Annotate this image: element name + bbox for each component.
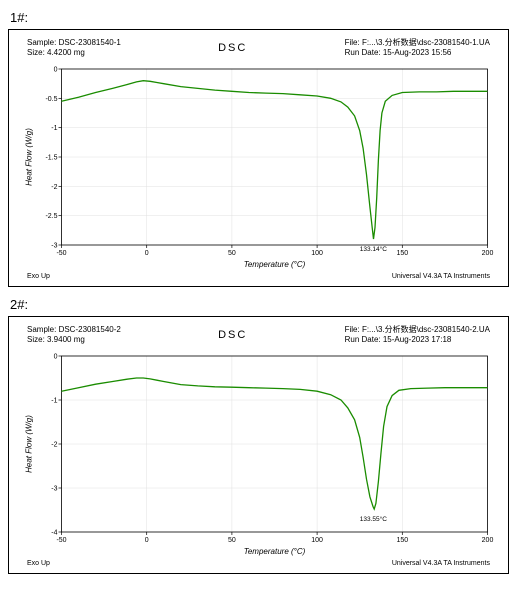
svg-text:-2.5: -2.5 xyxy=(45,213,57,220)
svg-text:-3: -3 xyxy=(51,485,57,492)
file-text: File: F:...\3.分析数据\dsc-23081540-1.UA xyxy=(345,38,490,48)
plot-area: -50 0 50 100 150 200 -4 -3 -2 -1 0 Temperature (°C)… xyxy=(17,350,500,558)
svg-text:0: 0 xyxy=(145,250,149,257)
meta-right: File: F:...\3.分析数据\dsc-23081540-1.UA Run… xyxy=(345,38,490,59)
svg-text:-3: -3 xyxy=(51,242,57,249)
svg-text:0: 0 xyxy=(54,353,58,360)
chart-frame: Sample: DSC-23081540-1 Size: 4.4200 mg D… xyxy=(8,29,509,287)
chart-footer: Exo Up Universal V4.3A TA Instruments xyxy=(17,560,500,569)
meta-left: Sample: DSC-23081540-2 Size: 3.9400 mg xyxy=(27,325,121,346)
dsc-chart-svg: -50 0 50 100 150 200 -3 -2.5 -2 -1.5 -1 -0.5 0 Temper… xyxy=(17,63,500,271)
size-text: Size: 4.4200 mg xyxy=(27,48,121,58)
svg-text:150: 150 xyxy=(396,250,408,257)
section-label: 1#: xyxy=(10,10,509,25)
svg-text:-50: -50 xyxy=(56,537,66,544)
chart-meta: Sample: DSC-23081540-1 Size: 4.4200 mg D… xyxy=(17,38,500,59)
sample-text: Sample: DSC-23081540-2 xyxy=(27,325,121,335)
svg-text:-1: -1 xyxy=(51,397,57,404)
svg-text:50: 50 xyxy=(228,250,236,257)
chart-frame: Sample: DSC-23081540-2 Size: 3.9400 mg D… xyxy=(8,316,509,574)
svg-text:0: 0 xyxy=(145,537,149,544)
svg-text:150: 150 xyxy=(396,537,408,544)
plot-area: -50 0 50 100 150 200 -3 -2.5 -2 -1.5 -1 -0.5 0 Temper… xyxy=(17,63,500,271)
meta-left: Sample: DSC-23081540-1 Size: 4.4200 mg xyxy=(27,38,121,59)
svg-text:-50: -50 xyxy=(56,250,66,257)
svg-text:Temperature (°C): Temperature (°C) xyxy=(244,547,306,556)
svg-text:-1.5: -1.5 xyxy=(45,154,57,161)
chart-title: DSC xyxy=(218,329,247,341)
svg-text:Heat Flow (W/g): Heat Flow (W/g) xyxy=(25,128,34,186)
section-label: 2#: xyxy=(10,297,509,312)
sample-text: Sample: DSC-23081540-1 xyxy=(27,38,121,48)
chart-footer: Exo Up Universal V4.3A TA Instruments xyxy=(17,273,500,282)
size-text: Size: 3.9400 mg xyxy=(27,335,121,345)
svg-text:Temperature (°C): Temperature (°C) xyxy=(244,260,306,269)
svg-text:133.14°C: 133.14°C xyxy=(360,245,387,253)
svg-text:200: 200 xyxy=(482,250,494,257)
run-date-text: Run Date: 15-Aug-2023 17:18 xyxy=(345,335,490,345)
instrument-label: Universal V4.3A TA Instruments xyxy=(392,560,490,567)
svg-text:Heat Flow (W/g): Heat Flow (W/g) xyxy=(25,414,34,472)
exo-up-label: Exo Up xyxy=(27,560,50,567)
svg-text:100: 100 xyxy=(311,250,323,257)
svg-text:-2: -2 xyxy=(51,184,57,191)
svg-text:200: 200 xyxy=(482,537,494,544)
meta-right: File: F:...\3.分析数据\dsc-23081540-2.UA Run… xyxy=(345,325,490,346)
svg-text:-2: -2 xyxy=(51,441,57,448)
run-date-text: Run Date: 15-Aug-2023 15:56 xyxy=(345,48,490,58)
exo-up-label: Exo Up xyxy=(27,273,50,280)
instrument-label: Universal V4.3A TA Instruments xyxy=(392,273,490,280)
dsc-chart-svg: -50 0 50 100 150 200 -4 -3 -2 -1 0 Temperature (°C)… xyxy=(17,350,500,558)
svg-text:-1: -1 xyxy=(51,125,57,132)
svg-text:-0.5: -0.5 xyxy=(45,96,57,103)
svg-text:-4: -4 xyxy=(51,529,57,536)
chart-title: DSC xyxy=(218,42,247,54)
svg-text:0: 0 xyxy=(54,66,58,73)
svg-text:50: 50 xyxy=(228,537,236,544)
svg-text:100: 100 xyxy=(311,537,323,544)
file-text: File: F:...\3.分析数据\dsc-23081540-2.UA xyxy=(345,325,490,335)
svg-text:133.55°C: 133.55°C xyxy=(360,515,387,523)
chart-meta: Sample: DSC-23081540-2 Size: 3.9400 mg D… xyxy=(17,325,500,346)
